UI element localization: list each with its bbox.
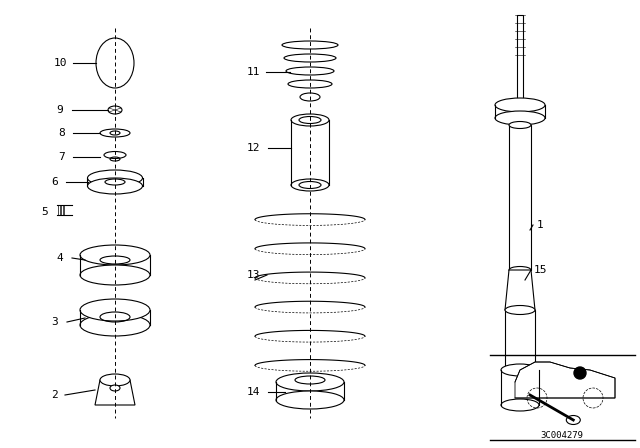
Ellipse shape xyxy=(105,179,125,185)
Ellipse shape xyxy=(291,114,329,126)
Ellipse shape xyxy=(566,415,580,425)
Text: 3C004279: 3C004279 xyxy=(541,431,584,439)
Ellipse shape xyxy=(88,170,143,186)
Ellipse shape xyxy=(501,364,539,376)
Ellipse shape xyxy=(80,314,150,336)
Text: 8: 8 xyxy=(59,128,65,138)
Ellipse shape xyxy=(509,121,531,129)
Text: 15: 15 xyxy=(533,265,547,275)
Text: 4: 4 xyxy=(56,253,63,263)
Ellipse shape xyxy=(110,385,120,391)
Ellipse shape xyxy=(291,179,329,191)
Polygon shape xyxy=(95,380,135,405)
Text: 6: 6 xyxy=(52,177,58,187)
Ellipse shape xyxy=(495,98,545,112)
Ellipse shape xyxy=(100,129,130,137)
Text: 2: 2 xyxy=(52,390,58,400)
Ellipse shape xyxy=(88,178,143,194)
Ellipse shape xyxy=(501,399,539,411)
Ellipse shape xyxy=(80,265,150,285)
Bar xyxy=(509,125,531,270)
Ellipse shape xyxy=(80,245,150,265)
Ellipse shape xyxy=(276,391,344,409)
Ellipse shape xyxy=(509,267,531,273)
Ellipse shape xyxy=(104,151,126,159)
Ellipse shape xyxy=(300,93,320,101)
Text: 1: 1 xyxy=(536,220,543,230)
Ellipse shape xyxy=(276,373,344,391)
Text: 9: 9 xyxy=(56,105,63,115)
Bar xyxy=(517,15,523,100)
Ellipse shape xyxy=(80,299,150,321)
Text: 14: 14 xyxy=(246,387,260,397)
Bar xyxy=(505,310,535,370)
Text: 13: 13 xyxy=(246,270,260,280)
Polygon shape xyxy=(515,362,615,398)
Circle shape xyxy=(574,367,586,379)
Ellipse shape xyxy=(100,374,130,386)
Ellipse shape xyxy=(96,38,134,88)
Text: 12: 12 xyxy=(246,143,260,153)
Text: 7: 7 xyxy=(59,152,65,162)
Ellipse shape xyxy=(108,106,122,114)
Text: 11: 11 xyxy=(246,67,260,77)
Polygon shape xyxy=(505,270,535,310)
Text: 3: 3 xyxy=(52,317,58,327)
Ellipse shape xyxy=(505,306,535,314)
Text: 5: 5 xyxy=(42,207,49,217)
Text: 10: 10 xyxy=(53,58,67,68)
Ellipse shape xyxy=(495,111,545,125)
